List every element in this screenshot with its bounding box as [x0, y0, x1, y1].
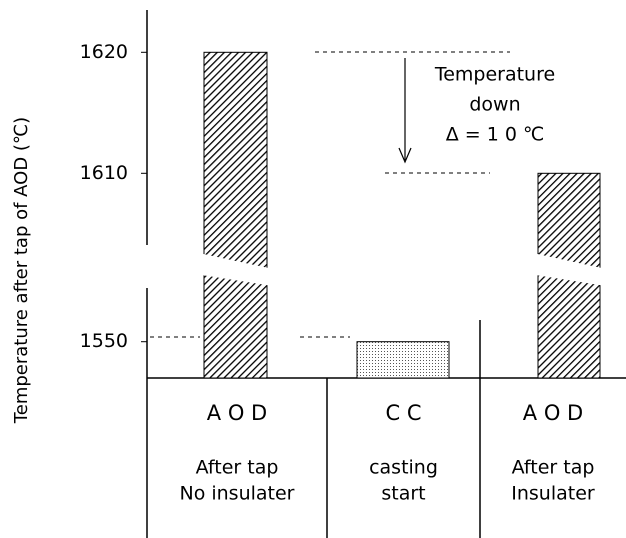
- annotation: Temperature: [434, 64, 555, 86]
- category-detail: start: [381, 483, 425, 505]
- bar: [356, 341, 450, 379]
- annotation: down: [469, 94, 520, 116]
- y-tick-label: 1620: [80, 41, 128, 63]
- category-label: C C: [385, 401, 421, 425]
- y-tick-label: 1610: [80, 162, 128, 184]
- category-detail: casting: [369, 457, 438, 479]
- bar: [203, 51, 268, 379]
- category-detail: No insulater: [179, 483, 294, 505]
- y-tick-label: 1550: [80, 330, 128, 352]
- y-axis-label: Temperature after tap of AOD (℃): [11, 117, 32, 424]
- annotation: Δ = 1 0 ℃: [446, 124, 545, 146]
- category-label: A O D: [207, 401, 267, 425]
- category-detail: Insulater: [511, 483, 595, 505]
- arrow-head: [398, 147, 412, 164]
- axis-break: [537, 253, 601, 286]
- category-detail: After tap: [196, 457, 279, 479]
- axis-break: [203, 253, 268, 286]
- category-label: A O D: [523, 401, 583, 425]
- category-detail: After tap: [512, 457, 595, 479]
